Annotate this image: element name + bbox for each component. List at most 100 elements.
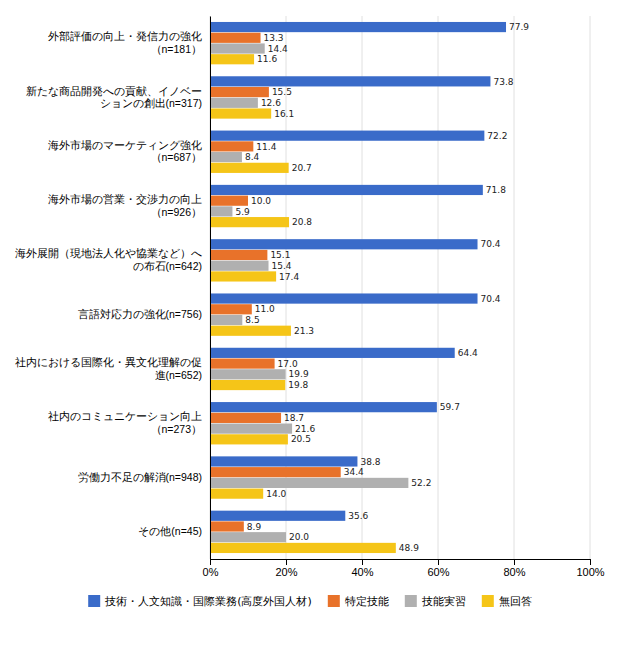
tick-mark — [438, 559, 439, 565]
x-axis: 0% 20% 40% 60% 80% 100% — [203, 559, 605, 578]
y-axis: 外部評価の向上・発信力の強化（n=181） 新たな商品開発への貢献、イノベーション… — [15, 17, 211, 560]
tick: 海外展開（現地法人化や協業など）への布石(n=642) — [15, 247, 210, 272]
tick-mark — [514, 559, 515, 565]
data-label: 20.5 — [291, 434, 311, 444]
bar — [210, 76, 490, 86]
plot: 77.973.872.271.870.470.464.459.738.835.6… — [15, 16, 605, 578]
tick-label: 社内における国際化・異文化理解の促進(n=652) — [15, 356, 202, 381]
tick-label: その他(n=45) — [138, 525, 202, 537]
tick: 海外市場の営業・交渉力の向上（n=926） — [48, 193, 210, 218]
data-label: 70.4 — [481, 294, 501, 304]
bar — [210, 293, 478, 303]
legend-swatch — [328, 595, 340, 607]
data-label: 20.0 — [289, 532, 309, 542]
data-label: 71.8 — [486, 185, 506, 195]
legend-swatch — [482, 595, 494, 607]
legend-item: 技能実習 — [405, 595, 466, 608]
tick-mark — [362, 559, 363, 565]
bar — [210, 380, 285, 390]
legend-label: 特定技能 — [345, 595, 389, 608]
data-label: 15.4 — [272, 261, 292, 271]
tick: 80% — [503, 559, 525, 578]
data-label: 10.0 — [251, 196, 271, 206]
bar — [210, 261, 269, 271]
tick-label: 80% — [503, 566, 525, 578]
data-label: 59.7 — [440, 402, 460, 412]
grid-line — [438, 16, 439, 559]
data-label: 19.8 — [288, 380, 308, 390]
data-label: 14.0 — [266, 489, 286, 499]
legend-label: 無回答 — [499, 595, 532, 608]
data-labels: 77.973.872.271.870.470.464.459.738.835.6… — [235, 22, 529, 553]
legend-item: 特定技能 — [328, 595, 389, 608]
tick: 新たな商品開発への貢献、イノベーションの創出(n=317) — [26, 85, 210, 110]
grid-line — [514, 16, 515, 559]
bar — [210, 87, 269, 97]
data-label: 73.8 — [493, 77, 513, 87]
axis-line — [210, 17, 211, 560]
legend-swatch — [405, 595, 417, 607]
data-label: 21.3 — [294, 326, 314, 336]
bar — [210, 304, 252, 314]
data-label: 21.6 — [295, 424, 315, 434]
series — [210, 43, 408, 542]
bar — [210, 217, 289, 227]
tick: 100% — [576, 559, 604, 578]
grid-line — [590, 16, 591, 559]
bar — [210, 358, 275, 368]
bar — [210, 250, 267, 260]
tick-label: 40% — [351, 566, 373, 578]
tick-label: 海外市場のマーケティング強化（n=687） — [48, 139, 202, 164]
tick: 外部評価の向上・発信力の強化（n=181） — [48, 30, 210, 55]
data-label: 16.1 — [274, 109, 294, 119]
data-label: 14.4 — [268, 44, 288, 54]
grid-line — [362, 16, 363, 559]
tick-mark — [590, 559, 591, 565]
bar — [210, 315, 242, 325]
tick-mark — [286, 559, 287, 565]
grid-line — [210, 16, 211, 559]
bar — [210, 43, 265, 53]
data-label: 38.8 — [360, 457, 380, 467]
tick: 40% — [351, 559, 373, 578]
bar — [210, 185, 483, 195]
tick-label: 海外市場の営業・交渉力の向上（n=926） — [48, 193, 202, 218]
bar — [210, 152, 242, 162]
tick: その他(n=45) — [138, 525, 210, 537]
data-label: 8.4 — [245, 152, 260, 162]
bar — [210, 206, 232, 216]
tick-label: 60% — [427, 566, 449, 578]
legend-label: 技術・人文知識・国際業務(高度外国人材) — [104, 595, 312, 608]
data-label: 19.9 — [289, 369, 309, 379]
tick-label: 社内のコミュニケーション向上（n=273） — [48, 410, 202, 435]
tick-mark — [210, 559, 211, 565]
tick: 60% — [427, 559, 449, 578]
data-label: 20.8 — [292, 217, 312, 227]
bar — [210, 456, 357, 466]
tick-label: 0% — [203, 566, 219, 578]
data-label: 72.2 — [487, 131, 507, 141]
tick: 海外市場のマーケティング強化（n=687） — [48, 139, 210, 164]
bar — [210, 532, 286, 542]
bar — [210, 424, 292, 434]
tick-label: 20% — [275, 566, 297, 578]
bar — [210, 98, 258, 108]
tick: 労働力不足の解消(n=948) — [78, 471, 210, 483]
data-label: 20.7 — [292, 163, 312, 173]
tick-label: 新たな商品開発への貢献、イノベーションの創出(n=317) — [26, 85, 202, 110]
tick-label: 外部評価の向上・発信力の強化（n=181） — [48, 30, 202, 55]
bar — [210, 108, 271, 118]
data-label: 13.3 — [264, 33, 284, 43]
data-label: 77.9 — [509, 22, 529, 32]
data-label: 12.6 — [261, 98, 281, 108]
data-label: 34.4 — [344, 467, 364, 477]
tick-label: 言語対応力の強化(n=756) — [78, 308, 202, 320]
bar — [210, 33, 261, 43]
data-label: 15.5 — [272, 87, 292, 97]
bar — [210, 196, 248, 206]
tick: 20% — [275, 559, 297, 578]
grid — [210, 16, 590, 559]
tick: 社内における国際化・異文化理解の促進(n=652) — [15, 356, 210, 381]
data-label: 8.5 — [245, 315, 259, 325]
bar — [210, 511, 345, 521]
